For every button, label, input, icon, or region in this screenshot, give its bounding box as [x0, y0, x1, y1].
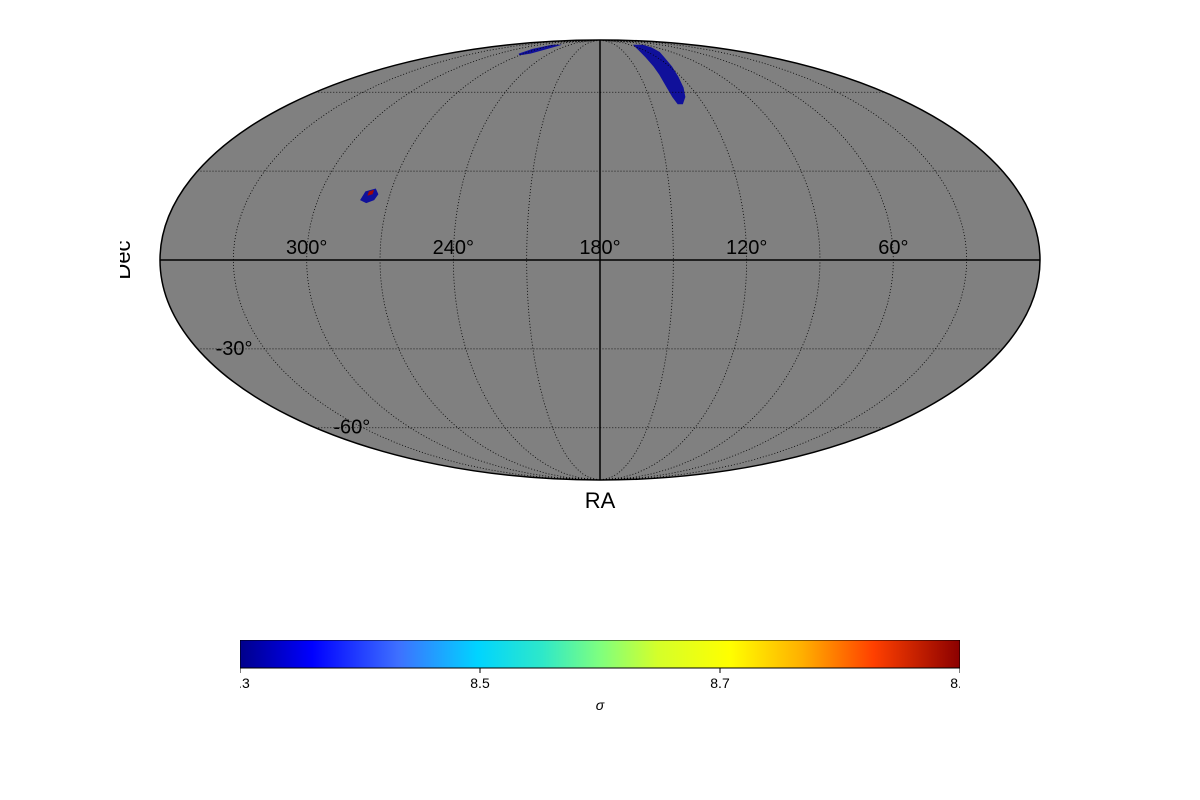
- dec-tick-label: -30°: [216, 338, 253, 360]
- sky-map: 300° 240° 180° 120° 60° -60° -30° Dec RA: [120, 20, 1080, 580]
- colorbar-tick-label: 8.9: [950, 675, 960, 691]
- x-axis-label: RA: [585, 488, 616, 513]
- ra-tick-label: 180°: [579, 237, 620, 259]
- y-axis-label: Dec: [120, 240, 135, 279]
- colorbar-tick-label: 8.3: [240, 675, 250, 691]
- colorbar-tick-label: 8.7: [710, 675, 730, 691]
- colorbar-gradient: [240, 640, 960, 668]
- ra-tick-label: 120°: [726, 237, 767, 259]
- ra-tick-label: 60°: [878, 237, 908, 259]
- dec-tick-label: -60°: [333, 417, 370, 439]
- colorbar-label: σ: [596, 697, 605, 713]
- colorbar-tick-label: 8.5: [470, 675, 490, 691]
- ra-tick-label: 300°: [286, 237, 327, 259]
- colorbar: 8.3 8.5 8.7 8.9 σ: [240, 640, 960, 740]
- ra-tick-label: 240°: [433, 237, 474, 259]
